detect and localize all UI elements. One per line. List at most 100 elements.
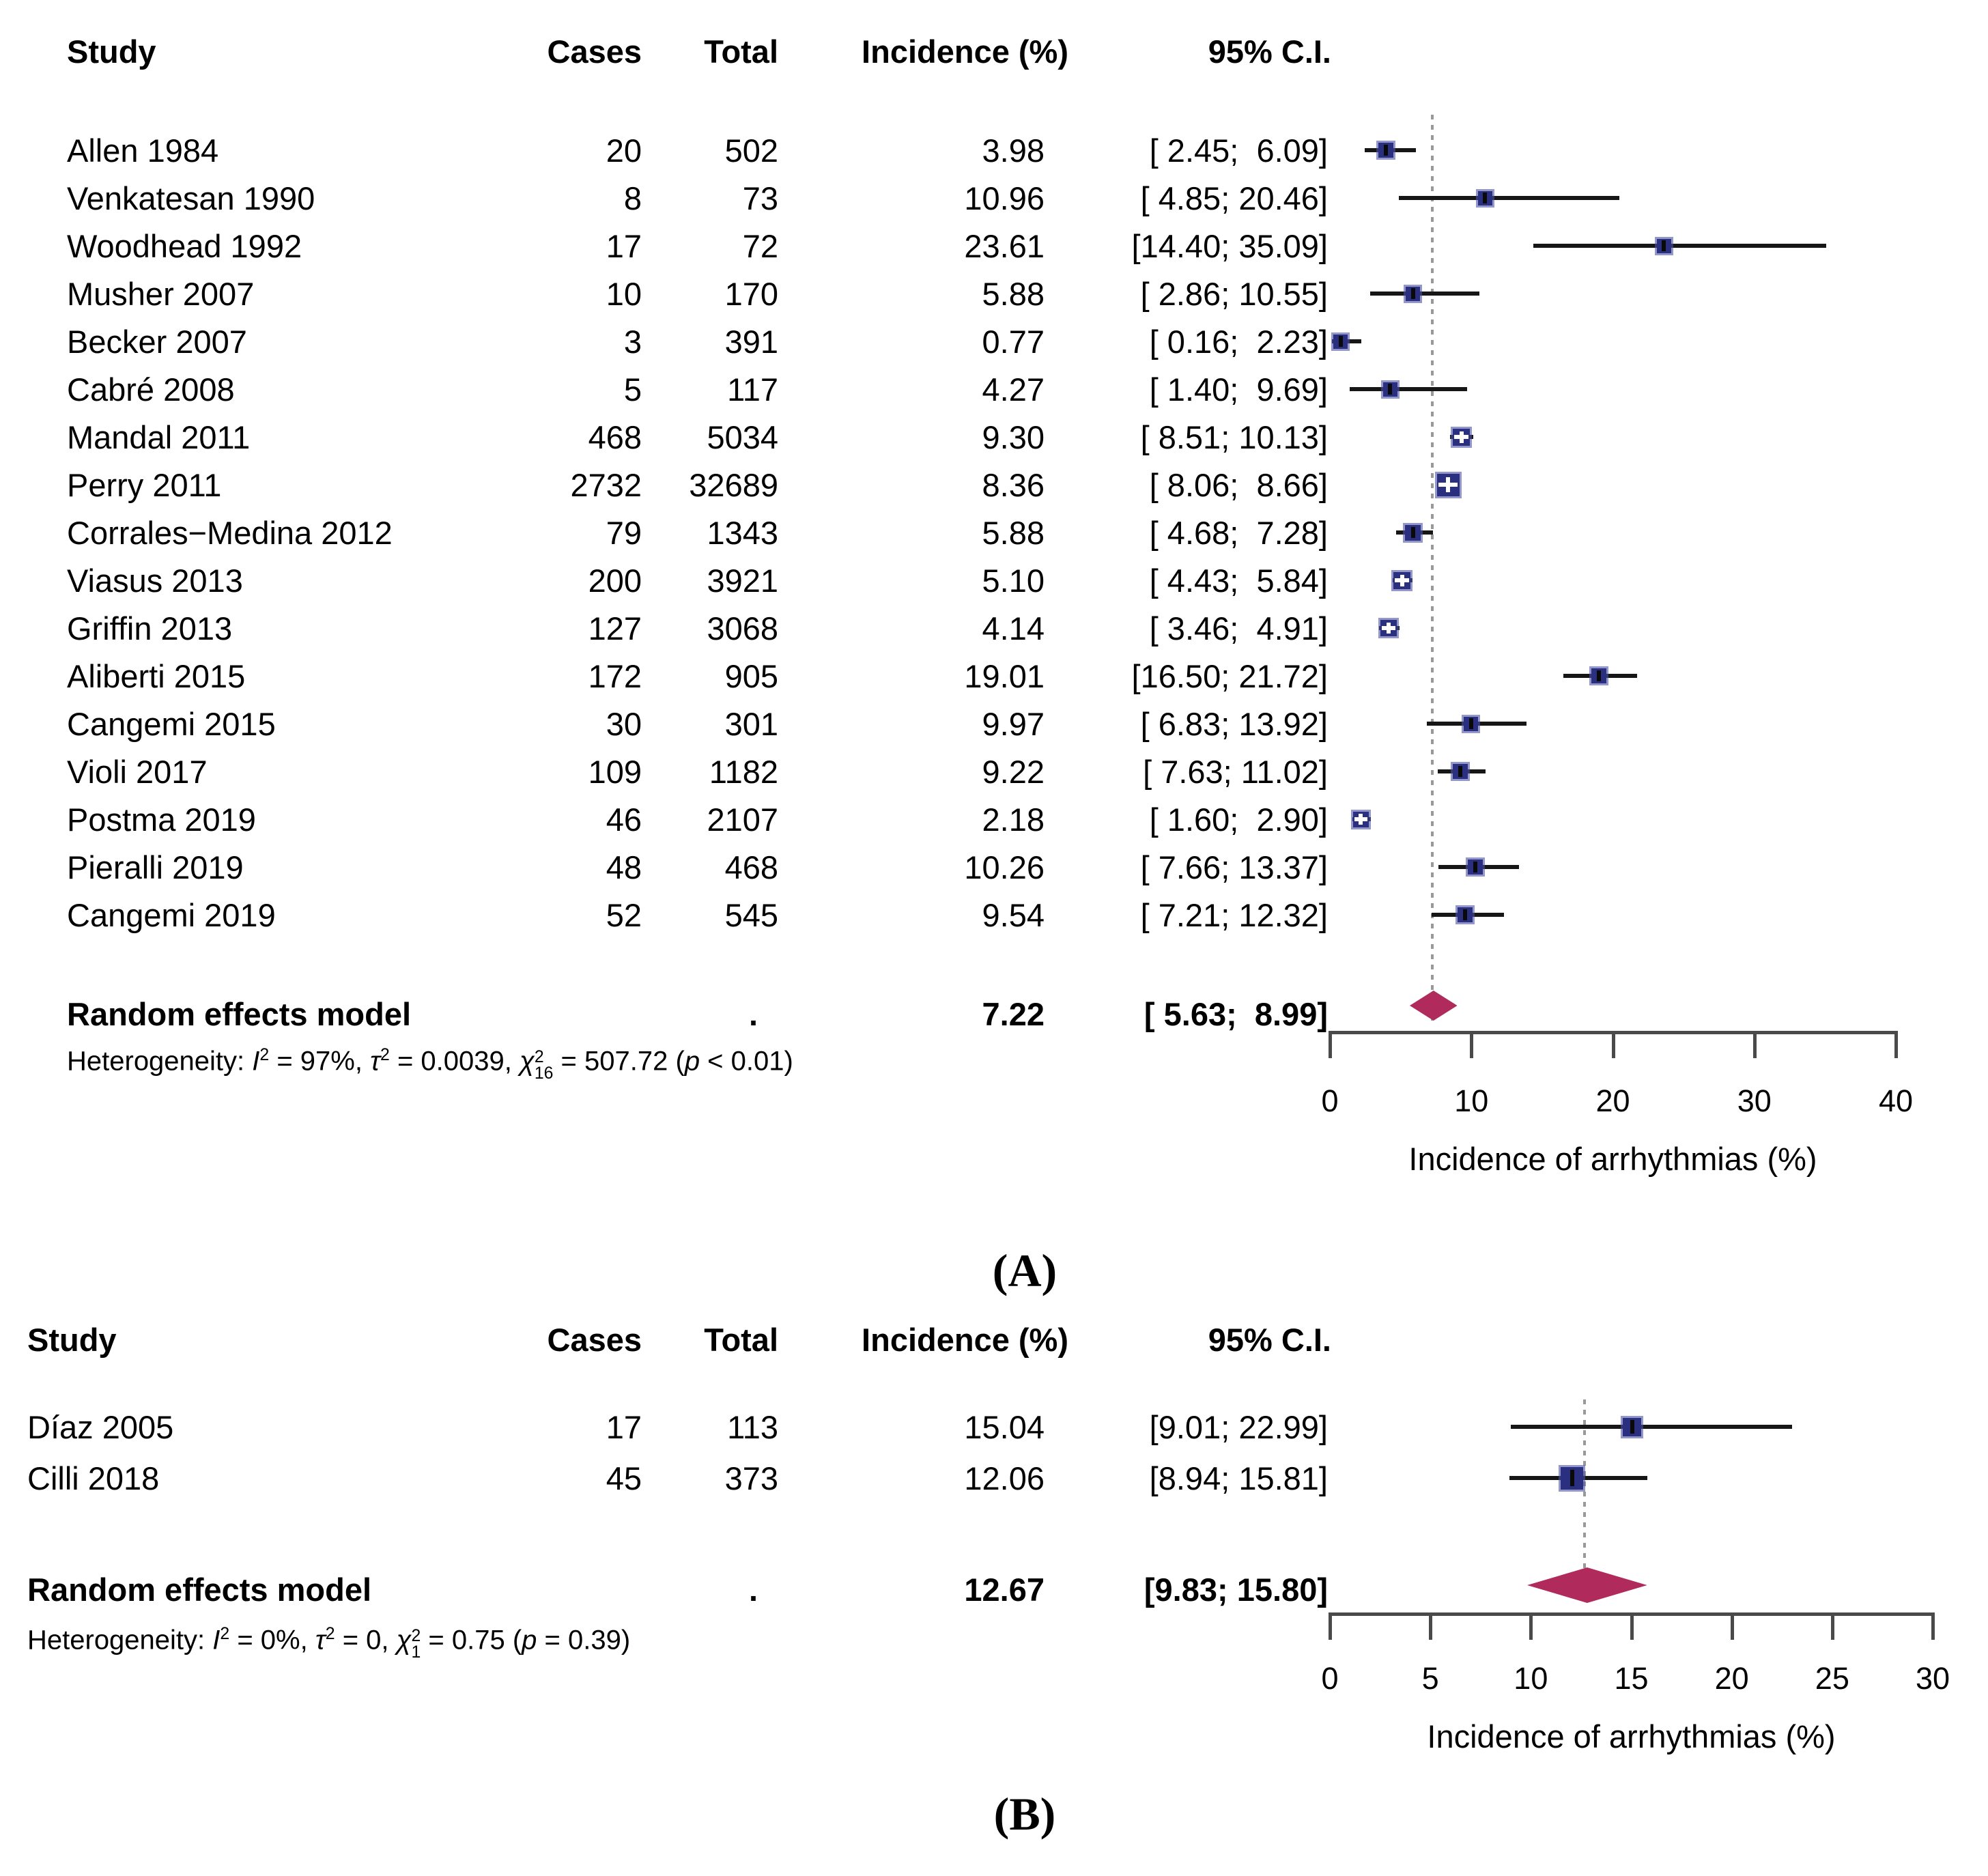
column-header-total-b: Total [704,1322,778,1358]
study-row: Cangemi 2019 52 545 9.54 [ 7.21; 12.32] [0,891,1988,939]
point-estimate-tick [1662,240,1666,251]
study-row: Cilli 2018 45 373 12.06 [8.94; 15.81] [0,1453,1988,1504]
square-plus-vertical [1359,814,1363,825]
study-row: Pieralli 2019 48 468 10.26 [ 7.66; 13.37] [0,843,1988,891]
total-value: 170 [724,275,778,312]
column-header-ci-a: 95% C.I. [1208,33,1331,70]
ci-value: [ 7.66; 13.37] [1140,849,1328,885]
cases-value: 109 [588,753,642,790]
total-value: 3068 [707,610,778,646]
square-plus-vertical [1446,477,1451,493]
incidence-value: 4.27 [982,371,1045,408]
incidence-value: 5.88 [982,275,1045,312]
summary-incidence: 12.67 [964,1571,1045,1608]
panel-label-a: (A) [992,1245,1057,1296]
column-header-study-a: Study [67,33,156,70]
axis-tick [1830,1612,1834,1640]
total-value: 113 [727,1408,778,1445]
summary-row: Random effects model. 12.67 [9.83; 15.80] [0,1564,1988,1615]
heterogeneity-segment: = 0.0039, [389,1046,520,1077]
study-row: Woodhead 1992 17 72 23.61 [14.40; 35.09] [0,222,1988,270]
cases-value: 48 [606,849,642,885]
study-row: Perry 2011 2732 32689 8.36 [ 8.06; 8.66] [0,461,1988,509]
ci-value: [8.94; 15.81] [1149,1460,1328,1496]
study-row: Violi 2017 109 1182 9.22 [ 7.63; 11.02] [0,748,1988,795]
total-value: 5034 [707,418,778,455]
cases-value: 5 [623,371,642,408]
axis-tick [1329,1612,1332,1640]
axis-tick [1752,1031,1757,1058]
ci-value: [9.01; 22.99] [1149,1408,1328,1445]
cases-value: 127 [588,610,642,646]
axis-tick-label: 30 [1737,1083,1772,1118]
ci-value: [ 2.45; 6.09] [1149,132,1328,169]
study-name: Postma 2019 [67,801,256,838]
axis-tick [1630,1612,1634,1640]
summary-dot: . [748,1571,758,1608]
axis-tick-label: 0 [1321,1083,1339,1118]
point-estimate-tick [1630,1420,1634,1434]
axis-tick-label: 10 [1514,1661,1548,1696]
study-name: Venkatesan 1990 [67,180,315,216]
point-estimate-tick [1596,670,1601,681]
point-estimate-tick [1483,193,1488,203]
heterogeneity-superscript: 2 [380,1046,390,1064]
study-row: Cabré 2008 5 117 4.27 [ 1.40; 9.69] [0,365,1988,413]
axis-tick [1429,1612,1433,1640]
cases-value: 46 [606,801,642,838]
point-estimate-tick [1473,862,1477,872]
heterogeneity-superscript: 2 [220,1625,230,1643]
ci-line [1398,196,1620,200]
heterogeneity-superscript: 2 [325,1625,335,1643]
incidence-value: 5.88 [982,514,1045,551]
incidence-value: 4.14 [982,610,1045,646]
panel-label-b: (B) [993,1788,1056,1840]
point-estimate-tick [1410,526,1415,539]
summary-incidence: 7.22 [982,995,1045,1032]
heterogeneity-segment: Heterogeneity: [67,1046,253,1077]
point-estimate-tick [1384,145,1389,156]
incidence-value: 9.54 [982,896,1045,933]
incidence-value: 0.77 [982,323,1045,360]
total-value: 73 [742,180,778,216]
ci-value: [ 7.21; 12.32] [1140,896,1328,933]
study-name: Díaz 2005 [27,1408,174,1445]
study-name: Viasus 2013 [67,562,243,599]
heterogeneity-segment: τ [370,1046,381,1077]
total-value: 545 [724,896,778,933]
axis-tick-label: 25 [1815,1661,1849,1696]
column-header-study-b: Study [27,1322,117,1358]
total-value: 117 [727,371,778,408]
study-name: Cilli 2018 [27,1460,160,1496]
study-row: Corrales−Medina 2012 79 1343 5.88 [ 4.68; 7.… [0,509,1988,556]
square-plus-vertical [1386,622,1391,634]
ci-value: [ 0.16; 2.23] [1149,323,1328,360]
cases-value: 10 [606,275,642,312]
cases-value: 79 [606,514,642,551]
total-value: 32689 [689,466,778,503]
incidence-value: 9.22 [982,753,1045,790]
total-value: 1182 [709,753,778,790]
cases-value: 3 [623,323,642,360]
study-name: Corrales−Medina 2012 [67,514,393,551]
ci-value: [ 4.68; 7.28] [1149,514,1328,551]
heterogeneity-segment: χ [520,1046,535,1077]
total-value: 301 [724,705,778,742]
study-name: Cangemi 2015 [67,705,276,742]
cases-value: 200 [588,562,642,599]
cases-value: 20 [606,132,642,169]
column-header-total-a: Total [704,33,778,70]
heterogeneity-supsub: 2 16 [534,1048,554,1083]
heterogeneity-segment: I [212,1625,221,1655]
column-header-incidence-b: Incidence (%) [862,1322,1068,1358]
study-row: Becker 2007 3 391 0.77 [ 0.16; 2.23] [0,317,1988,365]
incidence-value: 2.18 [982,801,1045,838]
axis-tick [1470,1031,1474,1058]
total-value: 3921 [707,562,778,599]
study-name: Violi 2017 [67,753,208,790]
study-row: Allen 1984 20 502 3.98 [ 2.45; 6.09] [0,126,1988,174]
ci-line [1370,292,1479,296]
total-value: 373 [724,1460,778,1496]
column-header-incidence-a: Incidence (%) [862,33,1068,70]
